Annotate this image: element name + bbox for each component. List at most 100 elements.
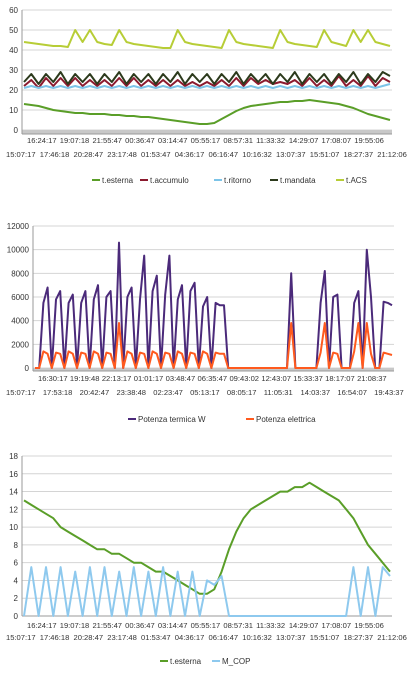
chart-floor	[22, 130, 392, 134]
series-line-t-mandata	[23, 71, 391, 85]
y-tick-label: 40	[9, 46, 18, 55]
series-line-t-esterna	[23, 99, 391, 125]
y-tick-label: 20	[9, 86, 18, 95]
x-tick-label: 21:55:47	[92, 136, 122, 145]
x-tick-label: 00:36:47	[125, 621, 155, 630]
series-line-potenza-elettrica	[35, 322, 393, 369]
x-tick-label: 18:17:07	[325, 374, 355, 383]
x-tick-label: 19:55:06	[354, 621, 384, 630]
x-tick-label: 14:29:07	[289, 136, 319, 145]
y-tick-label: 0	[14, 612, 19, 621]
x-tick-label: 19:19:48	[70, 374, 100, 383]
x-tick-label: 05:55:17	[191, 621, 221, 630]
x-tick-label: 21:55:47	[92, 621, 122, 630]
x-tick-label: 14:03:37	[301, 388, 331, 397]
x-tick-label: 20:28:47	[74, 150, 104, 159]
y-tick-label: 10	[9, 523, 18, 532]
x-tick-label: 11:33:32	[256, 136, 285, 145]
y-tick-label: 4	[14, 576, 19, 585]
y-tick-label: 2	[14, 594, 19, 603]
x-tick-label: 15:07:17	[6, 150, 36, 159]
y-tick-label: 0	[14, 126, 19, 135]
x-tick-label: 06:35:47	[198, 374, 228, 383]
x-tick-label: 15:33:37	[293, 374, 323, 383]
x-tick-label: 01:53:47	[141, 633, 171, 642]
x-tick-label: 03:48:47	[166, 374, 196, 383]
x-tick-label: 16:24:17	[27, 136, 57, 145]
legend-label: t.esterna	[170, 657, 202, 666]
series-line-m-cop	[23, 566, 391, 617]
x-tick-label: 13:07:37	[276, 633, 306, 642]
legend-label: M_COP	[222, 657, 250, 666]
x-tick-label: 01:53:47	[141, 150, 171, 159]
x-tick-label: 15:51:07	[310, 633, 340, 642]
chart-floor	[33, 368, 394, 371]
series-line-t-accumulo	[23, 75, 391, 89]
series-line-t-acs	[23, 29, 391, 49]
x-tick-label: 15:51:07	[310, 150, 340, 159]
x-tick-label: 11:05:31	[264, 388, 293, 397]
y-tick-label: 6	[14, 559, 19, 568]
x-tick-label: 16:24:17	[27, 621, 57, 630]
x-tick-label: 21:08:37	[357, 374, 387, 383]
x-tick-label: 23:17:48	[107, 633, 137, 642]
x-tick-label: 17:46:18	[40, 150, 70, 159]
y-tick-label: 0	[25, 364, 30, 373]
x-tick-label: 17:08:07	[322, 621, 352, 630]
x-tick-label: 00:36:47	[125, 136, 155, 145]
x-tick-label: 18:27:37	[344, 633, 374, 642]
y-tick-label: 8	[14, 541, 19, 550]
legend-label: t.ACS	[346, 176, 367, 185]
x-tick-label: 19:43:37	[374, 388, 404, 397]
series-line-t-ritorno	[23, 83, 391, 89]
x-tick-label: 15:07:17	[6, 633, 36, 642]
x-tick-label: 16:54:07	[337, 388, 367, 397]
x-tick-label: 19:07:18	[60, 621, 90, 630]
y-tick-label: 12000	[7, 222, 30, 231]
chart-1: 0 10 20 30 40 50 60 16:24:17 19:07:18 21:55:47 00:…	[6, 6, 407, 185]
x-tick-label: 20:28:47	[74, 633, 104, 642]
x-tick-label: 13:07:37	[276, 150, 306, 159]
x-tick-label: 11:33:32	[256, 621, 285, 630]
y-tick-label: 50	[9, 26, 18, 35]
legend-label: t.accumulo	[150, 176, 189, 185]
y-tick-label: 4000	[11, 317, 29, 326]
x-tick-label: 09:43:02	[229, 374, 259, 383]
legend-label: Potenza elettrica	[256, 415, 316, 424]
x-tick-label: 15:07:17	[6, 388, 36, 397]
x-tick-label: 17:08:07	[322, 136, 352, 145]
x-tick-label: 05:55:17	[191, 136, 221, 145]
y-tick-label: 6000	[11, 293, 29, 302]
x-tick-label: 06:16:47	[209, 633, 239, 642]
y-tick-label: 8000	[11, 269, 29, 278]
x-tick-label: 21:12:06	[377, 150, 407, 159]
legend-label: t.esterna	[102, 176, 134, 185]
x-tick-label: 14:29:07	[289, 621, 319, 630]
x-tick-label: 03:14:47	[158, 136, 188, 145]
x-tick-label: 04:36:17	[175, 633, 205, 642]
x-tick-label: 21:12:06	[377, 633, 407, 642]
y-tick-label: 18	[9, 452, 18, 461]
x-tick-label: 08:05:17	[227, 388, 257, 397]
x-tick-label: 10:16:32	[242, 150, 272, 159]
x-tick-label: 23:38:48	[116, 388, 146, 397]
x-tick-label: 18:27:37	[344, 150, 374, 159]
x-tick-label: 12:43:07	[261, 374, 291, 383]
x-tick-label: 06:16:47	[209, 150, 239, 159]
x-tick-label: 02:23:47	[153, 388, 183, 397]
x-tick-label: 01:01:17	[134, 374, 164, 383]
y-tick-label: 12	[9, 505, 18, 514]
legend-label: t.mandata	[280, 176, 316, 185]
y-tick-label: 60	[9, 6, 18, 15]
series-line-t-esterna	[23, 481, 391, 595]
y-tick-label: 16	[9, 470, 18, 479]
x-tick-label: 20:42:47	[80, 388, 110, 397]
y-tick-label: 2000	[11, 340, 29, 349]
x-tick-label: 08:57:31	[223, 136, 253, 145]
y-tick-label: 14	[9, 488, 18, 497]
x-tick-label: 08:57:31	[223, 621, 253, 630]
chart-2: 0 2000 4000 6000 8000 10000 12000 16:30:17 19:19…	[6, 222, 404, 424]
y-tick-label: 30	[9, 66, 18, 75]
